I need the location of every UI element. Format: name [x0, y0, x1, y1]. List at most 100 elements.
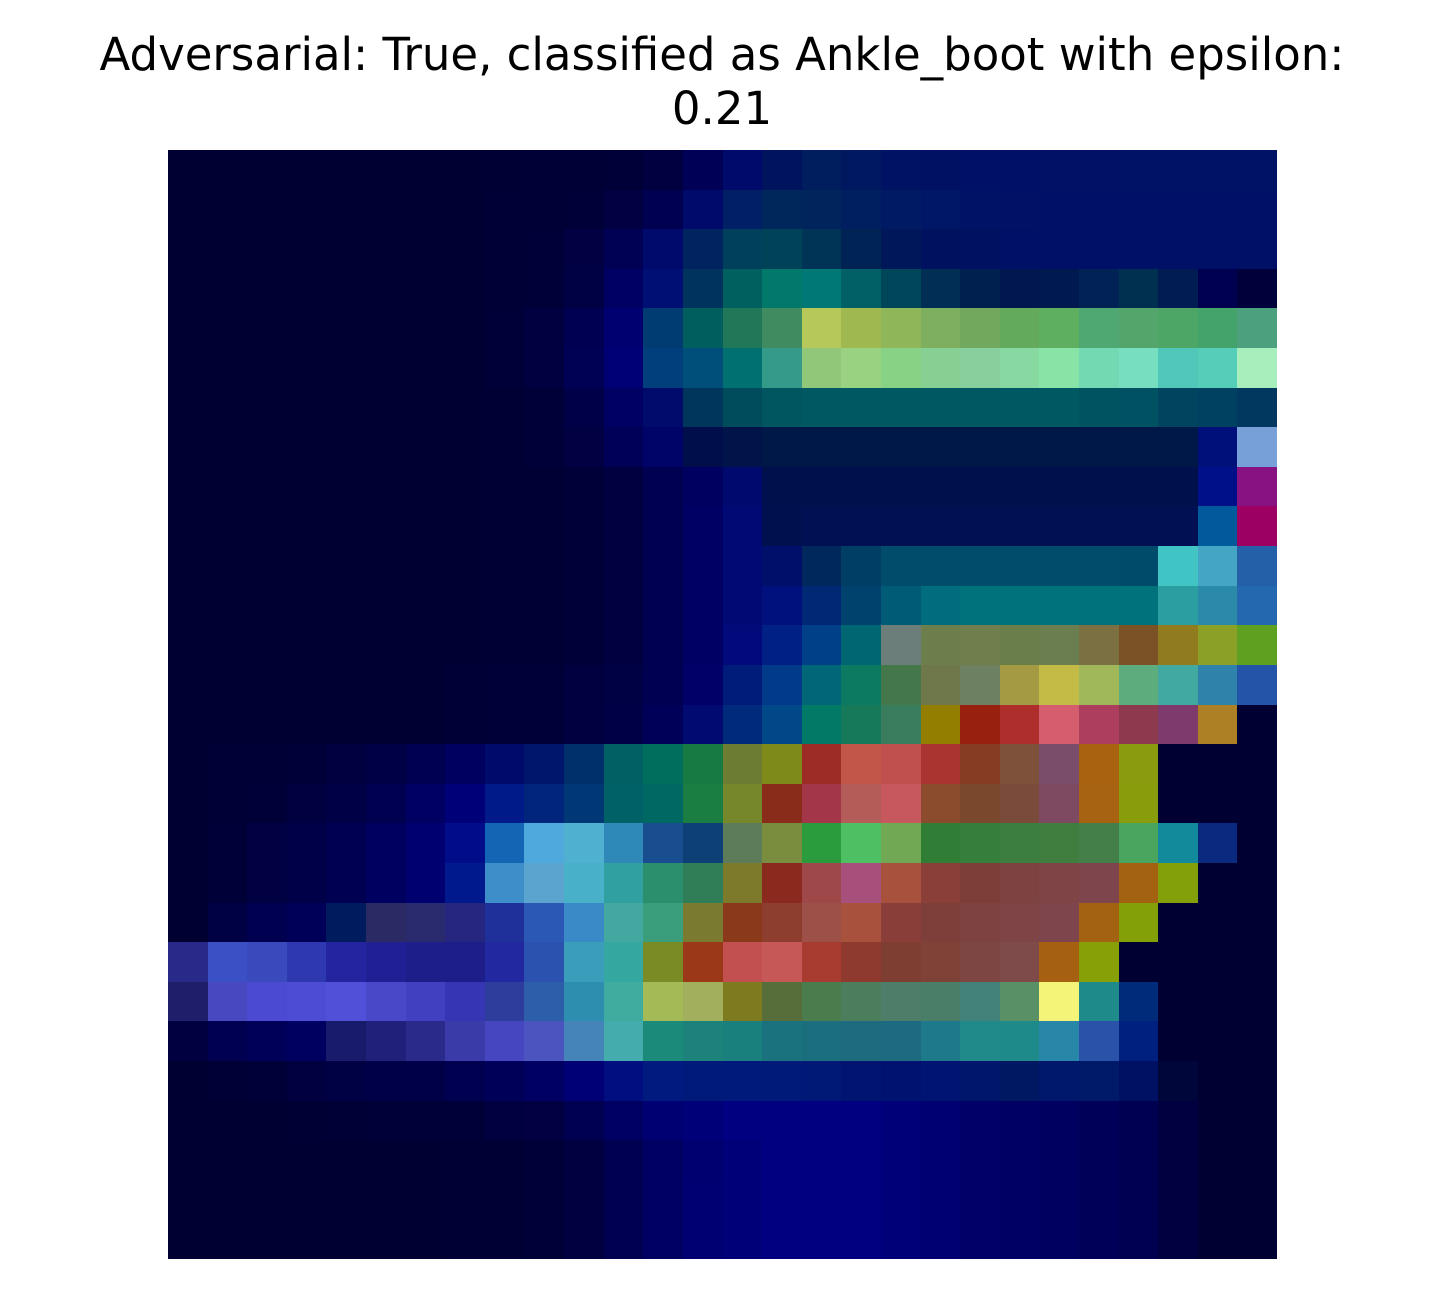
heatmap-pixel [286, 229, 327, 269]
heatmap-pixel [801, 744, 842, 784]
heatmap-pixel [1197, 664, 1238, 705]
heatmap-pixel [841, 1219, 881, 1259]
heatmap-pixel [1039, 1179, 1079, 1220]
heatmap-pixel [207, 387, 248, 428]
heatmap-pixel [524, 546, 565, 586]
heatmap-pixel [564, 189, 604, 230]
heatmap-pixel [880, 1140, 921, 1180]
heatmap-pixel [1197, 427, 1238, 467]
heatmap-pixel [1039, 1021, 1079, 1061]
heatmap-pixel [1078, 1060, 1119, 1101]
heatmap-pixel [326, 783, 367, 824]
heatmap-pixel [405, 862, 446, 903]
heatmap-pixel [722, 308, 763, 349]
heatmap-pixel [405, 1219, 446, 1259]
heatmap-pixel [564, 1021, 604, 1061]
heatmap-pixel [326, 942, 367, 982]
heatmap-pixel [247, 308, 287, 349]
heatmap-pixel [326, 189, 367, 230]
heatmap-pixel [920, 1100, 961, 1141]
heatmap-pixel [484, 1140, 525, 1180]
heatmap-pixel [286, 546, 327, 586]
heatmap-pixel [999, 823, 1040, 863]
heatmap-pixel [286, 783, 327, 824]
heatmap-pixel [960, 1021, 1000, 1061]
heatmap-pixel [286, 1100, 327, 1141]
heatmap-pixel [405, 506, 446, 547]
heatmap-pixel [484, 387, 525, 428]
heatmap-pixel [286, 625, 327, 665]
heatmap-pixel [880, 664, 921, 705]
heatmap-pixel [445, 1219, 485, 1259]
heatmap-pixel [1039, 387, 1079, 428]
heatmap-pixel [1078, 942, 1119, 982]
heatmap-pixel [564, 348, 604, 388]
heatmap-pixel [247, 1219, 287, 1259]
heatmap-pixel [1197, 783, 1238, 824]
heatmap-pixel [603, 1060, 644, 1101]
heatmap-pixel [880, 189, 921, 230]
heatmap-pixel [762, 783, 802, 824]
heatmap-pixel [1039, 823, 1079, 863]
heatmap-pixel [247, 150, 287, 190]
heatmap-pixel [682, 1021, 723, 1061]
heatmap-pixel [801, 506, 842, 547]
heatmap-pixel [999, 1021, 1040, 1061]
heatmap-pixel [603, 585, 644, 626]
heatmap-pixel [999, 783, 1040, 824]
heatmap-pixel [999, 942, 1040, 982]
heatmap-pixel [1158, 704, 1198, 745]
heatmap-pixel [366, 664, 406, 705]
heatmap-pixel [801, 942, 842, 982]
heatmap-pixel [1158, 150, 1198, 190]
heatmap-pixel [247, 506, 287, 547]
heatmap-pixel [999, 150, 1040, 190]
heatmap-pixel [366, 1140, 406, 1180]
heatmap-pixel [445, 1140, 485, 1180]
heatmap-pixel [880, 942, 921, 982]
heatmap-pixel [682, 506, 723, 547]
heatmap-pixel [1237, 229, 1277, 269]
heatmap-pixel [960, 466, 1000, 507]
heatmap-pixel [841, 308, 881, 349]
heatmap-pixel [801, 1140, 842, 1180]
heatmap-pixel [286, 1060, 327, 1101]
heatmap-pixel [960, 744, 1000, 784]
heatmap-pixel [564, 625, 604, 665]
heatmap-pixel [999, 546, 1040, 586]
heatmap-pixel [564, 229, 604, 269]
heatmap-pixel [999, 704, 1040, 745]
heatmap-pixel [880, 546, 921, 586]
heatmap-pixel [1039, 189, 1079, 230]
heatmap-pixel [405, 1140, 446, 1180]
heatmap-pixel [524, 308, 565, 349]
heatmap-pixel [564, 387, 604, 428]
heatmap-pixel [484, 506, 525, 547]
heatmap-pixel [366, 862, 406, 903]
heatmap-pixel [643, 585, 683, 626]
heatmap-pixel [247, 902, 287, 943]
heatmap-pixel [445, 585, 485, 626]
heatmap-pixel [405, 348, 446, 388]
heatmap-pixel [841, 902, 881, 943]
heatmap-pixel [326, 823, 367, 863]
heatmap-pixel [880, 387, 921, 428]
heatmap-pixel [1118, 268, 1159, 309]
heatmap-pixel [801, 625, 842, 665]
heatmap-pixel [841, 862, 881, 903]
heatmap-pixel [326, 862, 367, 903]
heatmap-pixel [643, 268, 683, 309]
heatmap-pixel [1158, 862, 1198, 903]
heatmap-pixel [1039, 308, 1079, 349]
heatmap-pixel [207, 189, 248, 230]
heatmap-pixel [405, 387, 446, 428]
heatmap-pixel [1197, 1060, 1238, 1101]
heatmap-pixel [1158, 1219, 1198, 1259]
heatmap-pixel [524, 862, 565, 903]
heatmap-pixel [445, 1021, 485, 1061]
heatmap-pixel [722, 189, 763, 230]
heatmap-pixel [1237, 546, 1277, 586]
heatmap-pixel [643, 229, 683, 269]
heatmap-pixel [603, 308, 644, 349]
heatmap-pixel [168, 942, 208, 982]
